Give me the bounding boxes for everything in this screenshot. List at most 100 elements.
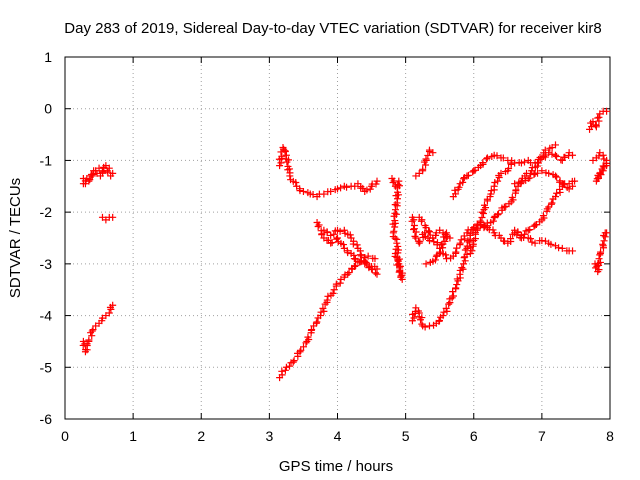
data-point: [332, 280, 340, 288]
data-point: [445, 300, 453, 308]
y-tick-label: -6: [40, 411, 53, 427]
data-point: [344, 270, 352, 278]
data-point: [425, 227, 433, 235]
data-point: [397, 272, 405, 280]
data-point: [393, 202, 401, 210]
data-point: [104, 168, 112, 176]
data-point: [553, 173, 561, 181]
data-point: [393, 239, 401, 247]
data-point: [452, 190, 460, 198]
data-point: [534, 159, 542, 167]
data-point: [524, 226, 532, 234]
data-point: [389, 179, 397, 187]
data-point: [372, 269, 380, 277]
data-point: [464, 171, 472, 179]
data-point: [336, 227, 344, 235]
data-point: [548, 199, 556, 207]
data-point: [343, 183, 351, 191]
chart-title: Day 283 of 2019, Sidereal Day-to-day VTE…: [64, 20, 601, 37]
data-point: [89, 171, 97, 179]
data-point: [553, 189, 561, 197]
data-point: [443, 255, 450, 263]
data-point: [324, 292, 332, 300]
data-point: [416, 238, 424, 246]
y-tick-labels: -6 -5 -4 -3 -2 -1 0 1: [40, 49, 53, 427]
data-point: [339, 241, 347, 249]
data-point: [547, 240, 555, 248]
data-point: [408, 217, 416, 225]
data-point: [319, 304, 327, 312]
x-tick-label: 3: [265, 428, 273, 444]
data-point: [442, 251, 450, 259]
data-point: [552, 193, 559, 201]
data-point: [422, 155, 430, 163]
data-point: [508, 194, 516, 202]
data-point: [395, 177, 403, 185]
data-point: [545, 169, 553, 177]
data-point: [436, 248, 444, 256]
data-point: [456, 239, 464, 247]
data-point: [429, 149, 437, 157]
data-point: [494, 211, 502, 219]
data-point: [538, 167, 546, 175]
data-point: [89, 326, 97, 334]
data-point: [517, 177, 525, 185]
y-tick-label: -4: [40, 308, 53, 324]
data-point: [531, 239, 539, 247]
data-point: [410, 225, 418, 233]
data-point: [368, 266, 376, 274]
data-point: [603, 229, 611, 237]
data-point: [344, 249, 352, 257]
data-point: [521, 230, 529, 238]
data-point: [109, 213, 117, 221]
data-point: [530, 171, 538, 179]
data-point: [473, 225, 481, 233]
data-point: [327, 187, 335, 195]
data-point: [571, 177, 579, 185]
data-point: [98, 167, 106, 175]
data-point: [320, 190, 328, 198]
data-point: [534, 169, 542, 177]
data-point: [304, 333, 312, 341]
data-point: [453, 275, 461, 283]
data-point: [463, 250, 471, 258]
data-point: [442, 304, 450, 312]
data-point: [455, 183, 463, 191]
data-point: [440, 308, 448, 316]
y-tick-label: -2: [40, 204, 53, 220]
data-point: [373, 177, 381, 185]
data-point: [595, 152, 603, 160]
data-point: [552, 172, 559, 180]
data-point: [417, 217, 425, 225]
data-point: [452, 248, 460, 256]
data-point: [439, 312, 447, 320]
x-tick-label: 4: [334, 428, 342, 444]
data-point: [476, 217, 484, 225]
data-point: [512, 186, 520, 194]
data-point: [421, 323, 429, 331]
data-point: [85, 336, 93, 344]
data-point: [394, 257, 402, 265]
data-point: [105, 164, 113, 172]
data-point: [526, 174, 534, 182]
data-point: [420, 158, 428, 166]
data-point: [599, 167, 607, 175]
data-point: [517, 159, 525, 167]
data-point: [320, 307, 328, 315]
data-point: [490, 182, 498, 190]
data-point: [286, 362, 294, 370]
data-point: [524, 175, 532, 183]
data-point: [373, 270, 381, 278]
x-tick-label: 2: [197, 428, 205, 444]
data-point: [483, 155, 491, 163]
data-point: [88, 172, 96, 180]
data-point: [327, 231, 335, 239]
data-point: [282, 363, 290, 371]
x-tick-label: 7: [538, 428, 546, 444]
data-point: [449, 292, 457, 300]
data-point: [105, 309, 113, 317]
y-tick-label: -5: [40, 359, 53, 375]
data-point: [330, 230, 338, 238]
data-point: [526, 226, 534, 234]
data-point: [300, 343, 307, 351]
